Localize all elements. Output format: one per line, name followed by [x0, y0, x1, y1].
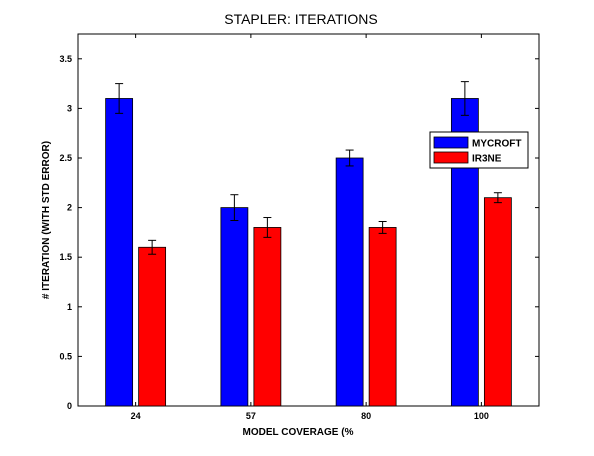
y-tick-label: 1.5 — [59, 252, 72, 262]
legend-swatch-mycroft — [433, 136, 469, 149]
y-tick-label: 0.5 — [59, 351, 72, 361]
y-tick-label: 2 — [67, 203, 72, 213]
y-tick-label: 2.5 — [59, 153, 72, 163]
bar-ir3ne-80 — [368, 227, 397, 407]
chart-title: STAPLER: ITERATIONS — [224, 11, 378, 27]
legend: MYCROFT IR3NE — [429, 131, 529, 169]
bar-mycroft-80 — [335, 157, 364, 407]
bar-mycroft-57 — [220, 207, 249, 407]
legend-label-ir3ne: IR3NE — [472, 154, 502, 165]
y-tick-label: 1 — [67, 302, 72, 312]
x-tick-label: 57 — [246, 411, 256, 421]
x-tick-label: 100 — [474, 411, 489, 421]
bar-ir3ne-57 — [253, 227, 282, 407]
x-axis-label: MODEL COVERAGE (% — [243, 427, 354, 438]
x-tick-label: 80 — [361, 411, 371, 421]
y-axis: 0 0.5 1 1.5 2 2.5 3 3.5 — [59, 54, 539, 411]
x-axis: 24 57 80 100 — [131, 34, 489, 421]
y-tick-label: 0 — [67, 401, 72, 411]
legend-label-mycroft: MYCROFT — [472, 139, 521, 150]
bar-ir3ne-24 — [138, 246, 167, 407]
bar-series — [105, 98, 512, 407]
y-tick-label: 3.5 — [59, 54, 72, 64]
y-axis-label: # ITERATION (WITH STD ERROR) — [41, 141, 52, 299]
y-tick-label: 3 — [67, 103, 72, 113]
bar-ir3ne-100 — [483, 197, 512, 407]
error-bars — [115, 81, 502, 255]
legend-swatch-ir3ne — [433, 151, 469, 164]
bar-mycroft-24 — [105, 98, 134, 407]
x-tick-label: 24 — [131, 411, 141, 421]
